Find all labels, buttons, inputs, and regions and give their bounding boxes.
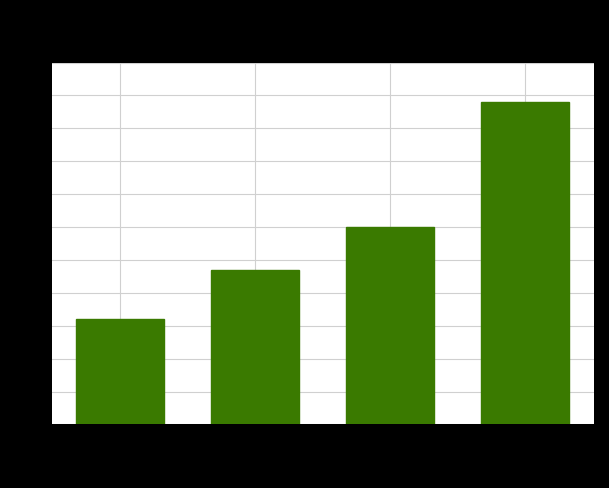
Bar xyxy=(211,270,299,425)
Bar xyxy=(76,320,164,425)
Bar xyxy=(347,227,434,425)
Bar xyxy=(481,103,569,425)
